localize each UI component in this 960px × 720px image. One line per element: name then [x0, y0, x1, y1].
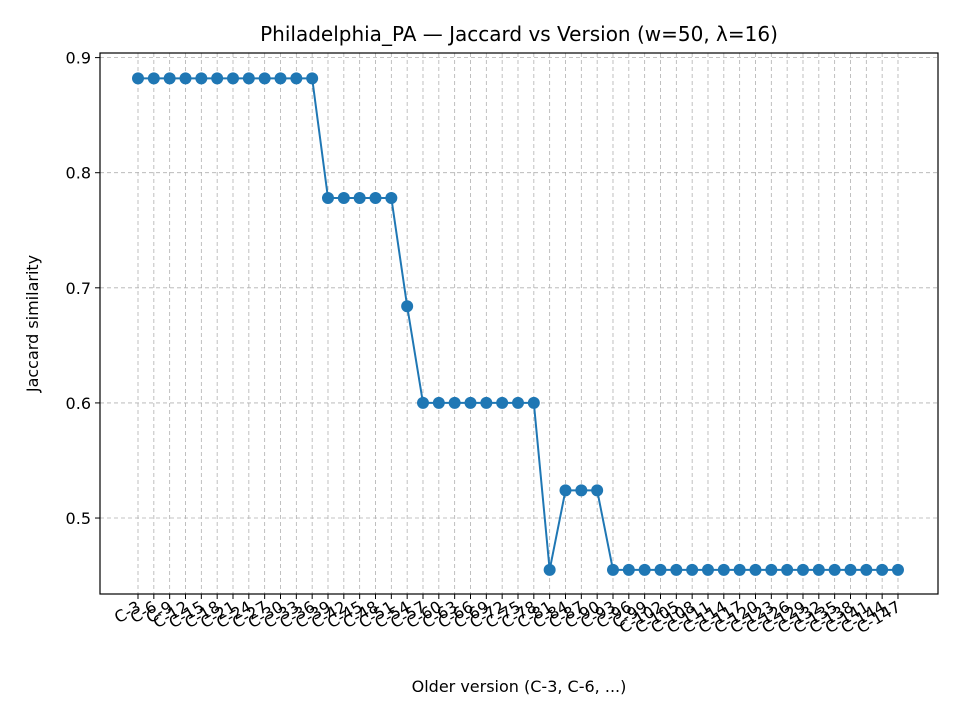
data-point [733, 563, 746, 576]
data-point [765, 563, 778, 576]
data-point [211, 72, 224, 85]
data-point [812, 563, 825, 576]
data-point [385, 192, 398, 205]
y-tick-label: 0.5 [66, 509, 91, 528]
data-point [448, 396, 461, 409]
data-point [179, 72, 192, 85]
data-point [147, 72, 160, 85]
data-point [527, 396, 540, 409]
data-point [416, 396, 429, 409]
y-tick-label: 0.9 [66, 49, 91, 68]
y-tick-label: 0.7 [66, 279, 91, 298]
data-point [559, 484, 572, 497]
x-axis-label: Older version (C-3, C-6, ...) [412, 677, 627, 696]
data-point [670, 563, 683, 576]
data-point [749, 563, 762, 576]
data-point [622, 563, 635, 576]
data-point [369, 192, 382, 205]
data-point [638, 563, 651, 576]
y-axis-label: Jaccard similarity [23, 255, 42, 393]
data-point [511, 396, 524, 409]
data-point [480, 396, 493, 409]
data-point [860, 563, 873, 576]
data-point [496, 396, 509, 409]
data-point [891, 563, 904, 576]
data-point [353, 192, 366, 205]
data-point [321, 192, 334, 205]
data-point [242, 72, 255, 85]
data-point [606, 563, 619, 576]
data-point [654, 563, 667, 576]
data-point [701, 563, 714, 576]
y-axis: 0.5 0.6 0.7 0.8 0.9 [66, 49, 100, 528]
data-point [163, 72, 176, 85]
data-point [575, 484, 588, 497]
data-point [464, 396, 477, 409]
y-tick-label: 0.8 [66, 164, 91, 183]
data-point [432, 396, 445, 409]
data-point [796, 563, 809, 576]
data-point [828, 563, 841, 576]
data-point [401, 300, 414, 313]
data-point [781, 563, 794, 576]
plot-frame [99, 52, 939, 595]
data-point [290, 72, 303, 85]
data-point [337, 192, 350, 205]
data-point [195, 72, 208, 85]
data-point [844, 563, 857, 576]
grid [100, 53, 938, 594]
data-point [306, 72, 319, 85]
data-point [543, 563, 556, 576]
data-point [226, 72, 239, 85]
data-point [686, 563, 699, 576]
data-point [132, 72, 144, 85]
data-point [274, 72, 287, 85]
data-point [258, 72, 271, 85]
x-axis: C-3C-6C-9C-12C-15C-18C-21C-24C-27C-30C-3… [111, 594, 904, 637]
data-point [591, 484, 604, 497]
y-tick-label: 0.6 [66, 394, 91, 413]
data-point [876, 563, 889, 576]
data-point [717, 563, 730, 576]
chart-title: Philadelphia_PA — Jaccard vs Version (w=… [260, 22, 778, 46]
data-points [132, 72, 904, 576]
